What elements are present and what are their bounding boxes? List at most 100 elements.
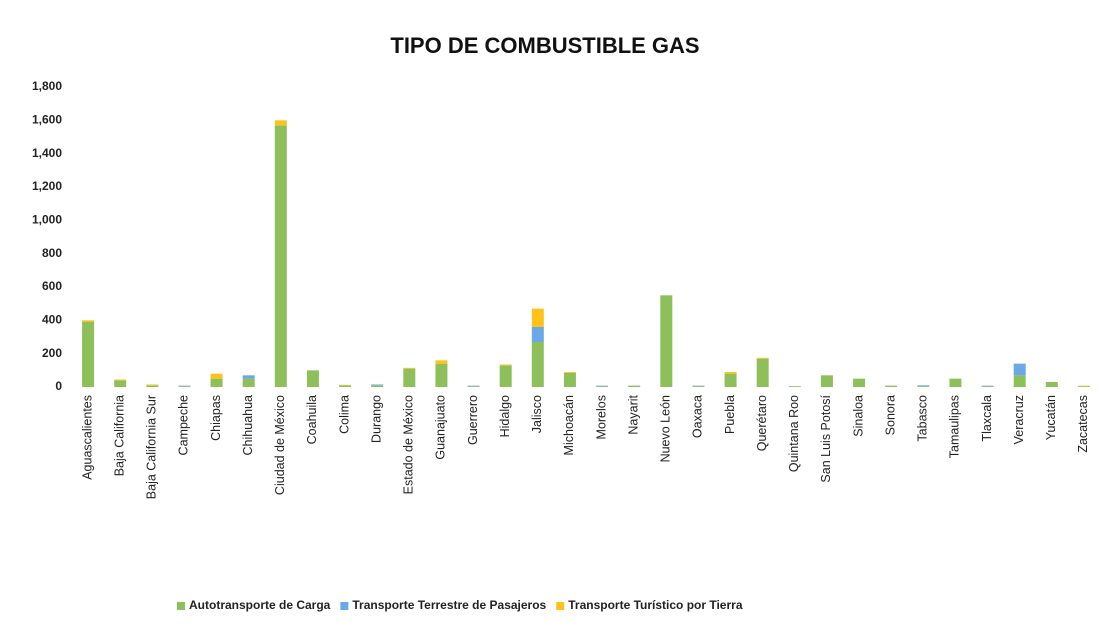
- bar-segment: [1077, 385, 1090, 387]
- bar-segment: [724, 372, 737, 374]
- bar-segment: [210, 378, 223, 387]
- y-tick-label: 800: [42, 246, 62, 260]
- bar-segment: [1045, 382, 1058, 387]
- bar-segment: [114, 380, 127, 387]
- bar-segment: [692, 385, 705, 387]
- y-tick-label: 1,200: [32, 179, 62, 193]
- bar-segment: [724, 373, 737, 387]
- bar-segment: [917, 386, 930, 387]
- bar-segment: [853, 378, 866, 387]
- bar-segment: [242, 375, 255, 379]
- bar-segment: [178, 385, 191, 387]
- y-tick-label: 0: [55, 379, 62, 393]
- x-tick-label: Nuevo León: [659, 395, 673, 462]
- bar-segment: [339, 385, 352, 387]
- bar-segment: [660, 295, 673, 387]
- bar-segment: [146, 385, 159, 387]
- x-tick-label: Colima: [337, 395, 351, 434]
- bar-segment: [531, 342, 544, 387]
- x-tick-label: Aguascalientes: [80, 395, 94, 480]
- x-tick-label: Oaxaca: [691, 395, 705, 438]
- x-tick-label: Campeche: [177, 395, 191, 455]
- x-tick-label: Quintana Roo: [787, 395, 801, 472]
- x-tick-label: Coahuila: [305, 395, 319, 444]
- bar-segment: [499, 364, 512, 366]
- x-tick-label: Jalisco: [530, 395, 544, 433]
- legend-label: Transporte Turístico por Tierra: [568, 598, 743, 612]
- bar-segment: [467, 385, 480, 387]
- bar-segment: [949, 378, 962, 387]
- x-tick-label: Tabasco: [916, 395, 930, 442]
- x-tick-label: Chiapas: [209, 395, 223, 441]
- x-tick-label: Estado de México: [402, 395, 416, 494]
- bar-segment: [499, 365, 512, 387]
- bar-segment: [306, 370, 319, 387]
- y-tick-label: 1,800: [32, 79, 62, 93]
- y-tick-label: 1,400: [32, 146, 62, 160]
- bar-segment: [981, 385, 994, 387]
- legend-swatch: [556, 602, 565, 610]
- bar-segment: [596, 386, 609, 387]
- bar-segment: [210, 373, 223, 379]
- bar-segment: [756, 358, 769, 387]
- x-tick-label: Morelos: [594, 395, 608, 439]
- bar-segment: [403, 367, 416, 369]
- x-tick-label: Baja California Sur: [145, 395, 159, 499]
- x-tick-label: Guerrero: [466, 395, 480, 445]
- bar-segment: [756, 357, 769, 359]
- x-tick-label: San Luis Potosí: [819, 394, 833, 482]
- x-tick-label: Ciudad de México: [273, 395, 287, 495]
- x-tick-label: Veracruz: [1012, 395, 1026, 444]
- bar-segment: [403, 368, 416, 387]
- y-tick-label: 400: [42, 313, 62, 327]
- bar-segment: [820, 375, 833, 387]
- legend-swatch: [340, 602, 349, 610]
- legend-label: Autotransporte de Carga: [189, 598, 331, 612]
- bar-segment: [82, 320, 95, 322]
- bar-segment: [563, 372, 576, 387]
- chart-title: TIPO DE COMBUSTIBLE GAS: [390, 33, 699, 58]
- bar-segment: [692, 386, 705, 387]
- bar-segment: [1077, 386, 1090, 387]
- x-tick-label: Zacatecas: [1076, 395, 1090, 453]
- x-tick-label: Sonora: [883, 395, 897, 435]
- bar-segment: [563, 372, 576, 373]
- bar-segment: [435, 360, 448, 364]
- bar-segment: [114, 379, 127, 381]
- y-tick-label: 200: [42, 346, 62, 360]
- bar-segment: [531, 327, 544, 342]
- bar-segment: [628, 385, 641, 387]
- bar-segment: [885, 385, 898, 387]
- y-tick-label: 600: [42, 279, 62, 293]
- x-tick-label: Michoacán: [562, 395, 576, 455]
- x-tick-label: Hidalgo: [498, 395, 512, 437]
- x-tick-label: Querétaro: [755, 395, 769, 451]
- bar-segment: [467, 386, 480, 387]
- bar-segment: [788, 386, 801, 387]
- x-tick-label: Baja California: [112, 395, 126, 476]
- bar-segment: [146, 384, 159, 386]
- bar-segment: [178, 386, 191, 387]
- bar-segment: [371, 385, 384, 387]
- legend-label: Transporte Terrestre de Pasajeros: [352, 598, 546, 612]
- bar-segment: [435, 363, 448, 387]
- x-tick-label: Chihuahua: [241, 395, 255, 456]
- bar-segment: [371, 384, 384, 386]
- bar-segment: [242, 378, 255, 387]
- y-tick-label: 1,600: [32, 113, 62, 127]
- bar-segment: [981, 386, 994, 387]
- bar-segment: [339, 384, 352, 386]
- x-tick-label: Tamaulipas: [948, 395, 962, 458]
- bar-segment: [596, 385, 609, 387]
- y-tick-label: 1,000: [32, 213, 62, 227]
- bar-segment: [274, 125, 287, 387]
- bar-segment: [274, 120, 287, 126]
- x-tick-label: Guanajuato: [434, 395, 448, 460]
- x-tick-label: Yucatán: [1044, 395, 1058, 440]
- bar-segment: [1013, 375, 1026, 387]
- bar-segment: [82, 322, 95, 387]
- x-tick-label: Tlaxcala: [980, 395, 994, 442]
- x-tick-label: Nayarit: [626, 394, 640, 434]
- bar-segment: [531, 308, 544, 327]
